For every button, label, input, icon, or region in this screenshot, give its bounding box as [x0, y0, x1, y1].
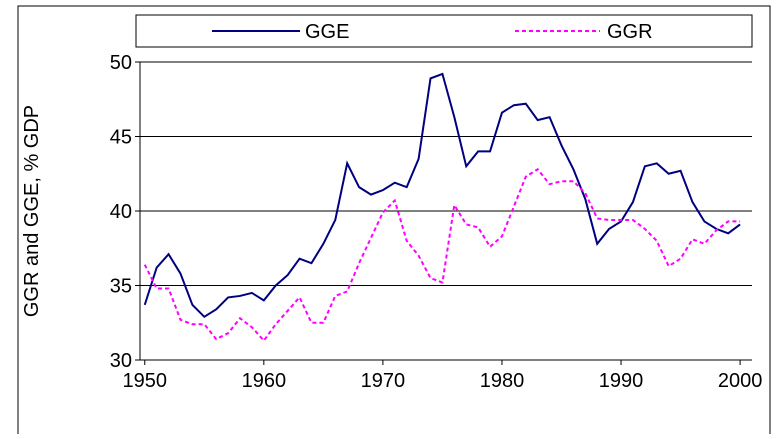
- x-tick-label: 1980: [480, 370, 525, 392]
- x-tick-label: 1950: [123, 370, 168, 392]
- x-tick-label: 1990: [599, 370, 644, 392]
- x-tick-label: 2000: [718, 370, 763, 392]
- x-tick-label: 1960: [242, 370, 287, 392]
- series-line: [143, 72, 741, 319]
- y-tick-label: 35: [110, 276, 132, 298]
- y-axis-label: GGR and GGE, % GDP: [21, 105, 43, 317]
- y-tick-label: 50: [110, 52, 132, 74]
- y-tick-label: 30: [110, 350, 132, 372]
- chart-frame: [17, 5, 771, 437]
- series-line: [143, 167, 741, 343]
- legend-label: GGR: [607, 21, 653, 43]
- y-tick-label: 45: [110, 127, 132, 149]
- legend-label: GGE: [305, 21, 349, 43]
- x-tick-label: 1970: [361, 370, 406, 392]
- y-tick-label: 40: [110, 201, 132, 223]
